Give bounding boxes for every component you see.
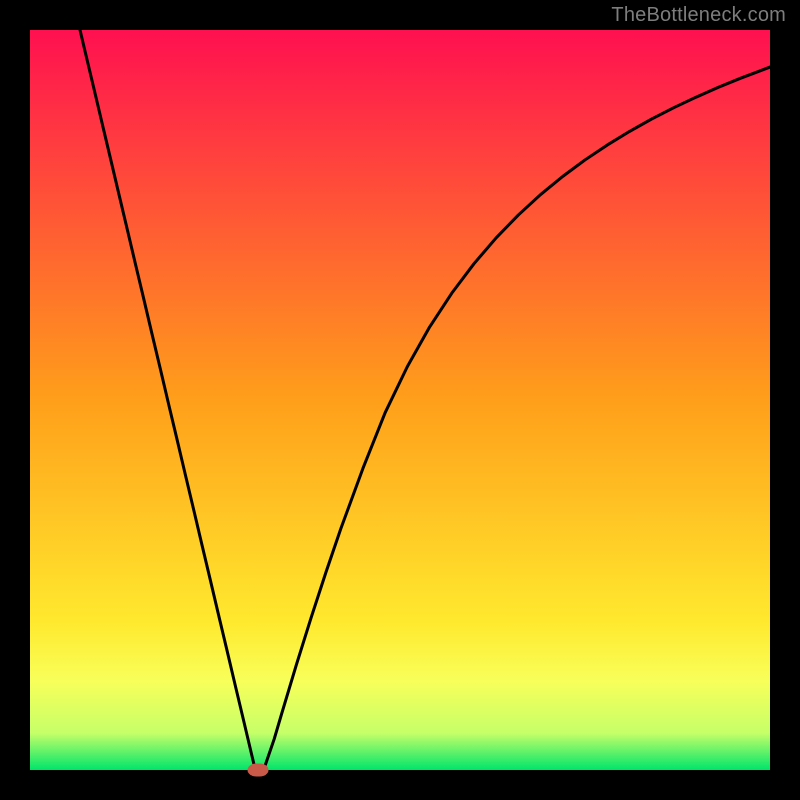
chart-marker xyxy=(247,764,268,777)
bottleneck-curve-path xyxy=(80,30,770,770)
chart-plot-area xyxy=(30,30,770,770)
chart-curve xyxy=(30,30,770,770)
watermark-text: TheBottleneck.com xyxy=(611,4,786,27)
